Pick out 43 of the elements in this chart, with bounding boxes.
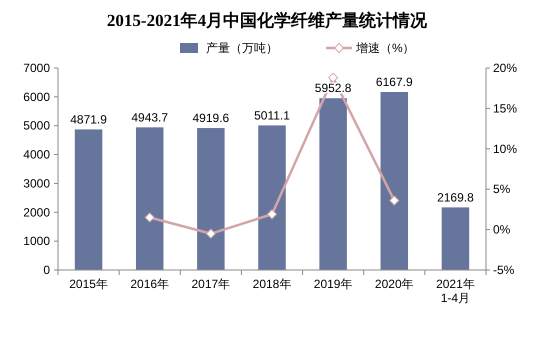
legend-label: 产量（万吨） bbox=[206, 41, 278, 55]
data-label: 4871.9 bbox=[70, 112, 108, 126]
x-tick-label: 2018年 bbox=[252, 277, 292, 291]
x-tick-label: 2019年 bbox=[314, 277, 352, 291]
legend-label: 增速（%） bbox=[355, 41, 415, 55]
y2-tick-label: -5% bbox=[493, 263, 515, 277]
data-label: 6167.9 bbox=[376, 75, 413, 90]
y-tick-label: 2000 bbox=[23, 205, 50, 220]
bar bbox=[442, 207, 470, 270]
point bbox=[144, 212, 155, 222]
y2-tick-label: 15% bbox=[493, 101, 518, 116]
point bbox=[328, 72, 338, 83]
bar bbox=[197, 128, 225, 270]
x-tick-label: 2016年 bbox=[130, 277, 170, 291]
bar bbox=[74, 129, 102, 270]
x-tick-label: 2020年 bbox=[374, 277, 414, 291]
y-tick-label: 6000 bbox=[23, 90, 50, 104]
y2-tick-label: 5% bbox=[493, 182, 511, 196]
data-label: 5011.1 bbox=[254, 108, 290, 122]
y-tick-label: 7000 bbox=[23, 61, 50, 75]
x-tick-label: 2021年 1-4月 bbox=[436, 277, 475, 305]
y2-tick-label: 20% bbox=[493, 61, 518, 75]
chart-title: 2015-2021年4月中国化学纤维产量统计情况 bbox=[106, 11, 428, 30]
data-label: 2169.8 bbox=[437, 190, 474, 204]
y-tick-label: 0 bbox=[43, 263, 50, 277]
point bbox=[206, 228, 216, 239]
point bbox=[389, 196, 400, 206]
data-label: 4943.7 bbox=[131, 110, 168, 124]
data-label: 5952.8 bbox=[314, 81, 352, 96]
x-tick-label: 2015年 bbox=[69, 277, 108, 291]
y-tick-label: 5000 bbox=[23, 118, 50, 133]
y2-tick-label: 0% bbox=[493, 222, 511, 237]
x-tick-label: 2017年 bbox=[192, 277, 230, 291]
bar bbox=[319, 98, 347, 270]
bar bbox=[380, 92, 408, 270]
y-tick-label: 3000 bbox=[23, 176, 50, 190]
data-label: 4919.6 bbox=[192, 111, 230, 126]
bar bbox=[258, 125, 286, 270]
y-tick-label: 1000 bbox=[23, 234, 50, 248]
y-tick-label: 4000 bbox=[23, 148, 50, 162]
point bbox=[267, 209, 277, 220]
bar bbox=[136, 127, 164, 270]
y2-tick-label: 10% bbox=[493, 142, 518, 156]
